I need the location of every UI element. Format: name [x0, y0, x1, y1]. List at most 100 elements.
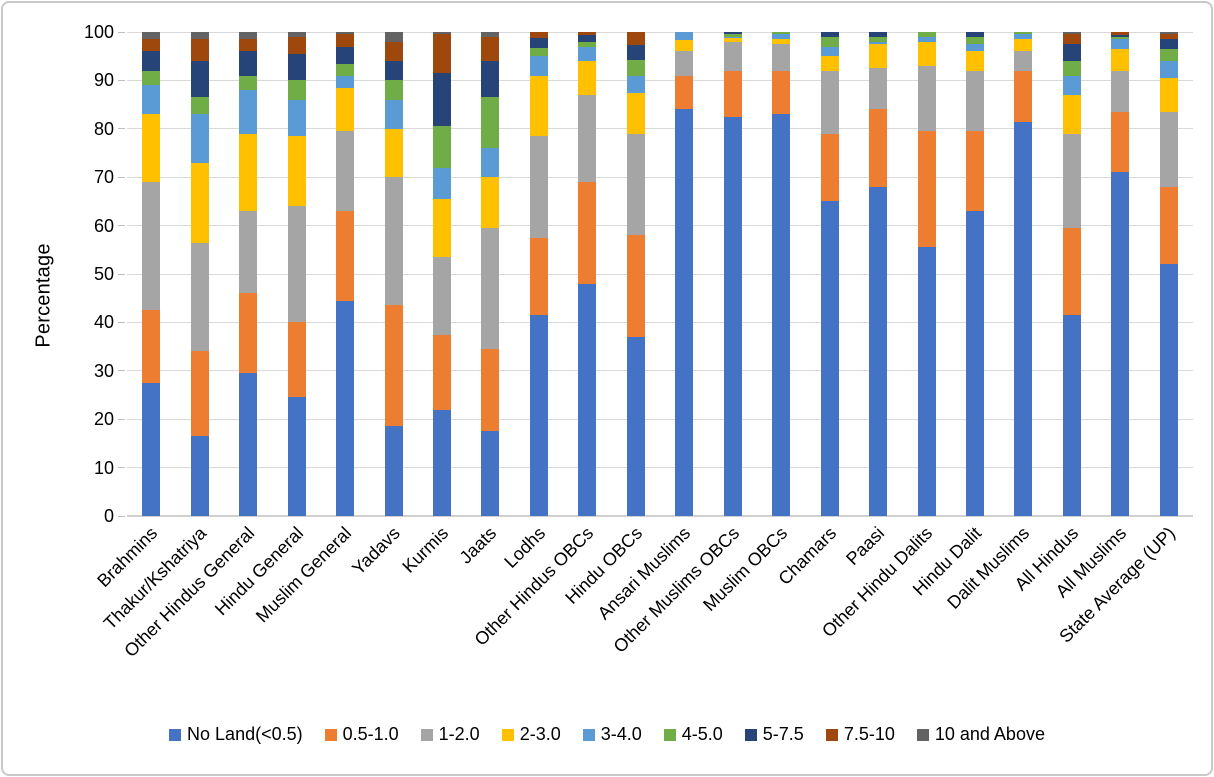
- bar-segment: [384, 177, 403, 306]
- y-tick-mark-80: [118, 128, 125, 130]
- bar-segment: [965, 131, 984, 212]
- bar-segment: [965, 36, 984, 45]
- bar-segment: [336, 131, 355, 212]
- bar-segment: [190, 242, 209, 352]
- bar-muslim-obcs: [772, 32, 791, 516]
- bar-segment: [432, 73, 451, 127]
- bar-segment: [481, 148, 500, 178]
- bar-other-hindu-dalits: [917, 32, 936, 516]
- y-tick-label-40: 40: [93, 312, 114, 333]
- bar-segment: [481, 177, 500, 229]
- bar-segment: [384, 41, 403, 62]
- bar-segment: [1159, 34, 1178, 40]
- bar-segment: [1062, 94, 1081, 134]
- bar-segment: [287, 136, 306, 207]
- y-tick-label-70: 70: [93, 167, 114, 188]
- bar-segment: [481, 431, 500, 516]
- bar-segment: [336, 63, 355, 76]
- legend-swatch-icon: [663, 728, 676, 741]
- bar-segment: [1159, 32, 1178, 35]
- bar-segment: [287, 397, 306, 516]
- y-tick-label-0: 0: [103, 506, 114, 526]
- bar-segment: [239, 211, 258, 294]
- gridline-60: [127, 225, 1193, 227]
- y-tick-mark-50: [118, 273, 125, 275]
- y-tick-label-80: 80: [93, 118, 114, 139]
- bar-segment: [142, 182, 161, 311]
- bar-segment: [1014, 70, 1033, 122]
- bar-segment: [772, 44, 791, 71]
- bar-segment: [529, 136, 548, 238]
- bar-segment: [869, 41, 888, 45]
- bar-jaats: [481, 32, 500, 516]
- bar-segment: [917, 131, 936, 248]
- x-tick-label: Jaats: [455, 523, 501, 568]
- bar-segment: [190, 436, 209, 516]
- bar-segment: [529, 47, 548, 57]
- gridline-90: [127, 79, 1193, 81]
- bar-segment: [287, 53, 306, 81]
- legend-swatch-icon: [420, 728, 433, 741]
- bar-segment: [1159, 264, 1178, 516]
- bar-segment: [965, 70, 984, 132]
- x-tick-label: Yadavs: [347, 523, 404, 579]
- bar-segment: [142, 382, 161, 516]
- bar-segment: [384, 61, 403, 81]
- bar-hindu-obcs: [626, 32, 645, 516]
- bar-segment: [336, 32, 355, 35]
- legend-swatch-icon: [825, 728, 838, 741]
- y-tick-mark-40: [118, 321, 125, 323]
- bar-segment: [626, 92, 645, 134]
- gridline-40: [127, 321, 1193, 323]
- bar-segment: [190, 97, 209, 115]
- bar-segment: [675, 40, 694, 52]
- bar-lodhs: [529, 32, 548, 516]
- bar-segment: [384, 305, 403, 427]
- bar-segment: [578, 46, 597, 62]
- bar-segment: [481, 349, 500, 432]
- bar-segment: [239, 39, 258, 52]
- bar-segment: [239, 373, 258, 516]
- bar-segment: [1111, 172, 1130, 516]
- y-tick-mark-70: [118, 176, 125, 178]
- bar-segment: [481, 97, 500, 149]
- legend-swatch-icon: [501, 728, 514, 741]
- bar-thakur-kshatriya: [190, 32, 209, 516]
- bar-segment: [626, 235, 645, 337]
- bar-segment: [384, 32, 403, 42]
- bar-segment: [481, 61, 500, 98]
- bar-segment: [384, 128, 403, 178]
- bar-segment: [917, 41, 936, 66]
- bar-segment: [1014, 32, 1033, 35]
- bar-segment: [675, 109, 694, 516]
- bar-segment: [384, 99, 403, 129]
- bar-segment: [723, 38, 742, 42]
- bar-segment: [917, 36, 936, 42]
- bar-segment: [723, 34, 742, 37]
- bar-segment: [723, 36, 742, 39]
- bar-segment: [239, 293, 258, 374]
- bar-segment: [675, 75, 694, 110]
- legend-item: 4-5.0: [663, 724, 723, 745]
- bar-segment: [529, 315, 548, 516]
- bar-segment: [820, 46, 839, 57]
- bar-other-hindus-obcs: [578, 32, 597, 516]
- bar-segment: [432, 126, 451, 168]
- legend-swatch-icon: [582, 728, 595, 741]
- bar-segment: [1111, 34, 1130, 37]
- bar-segment: [723, 41, 742, 71]
- legend-item: 3-4.0: [582, 724, 642, 745]
- bar-ansari-muslims: [675, 32, 694, 516]
- bar-segment: [917, 32, 936, 37]
- bar-segment: [239, 32, 258, 40]
- y-tick-mark-30: [118, 370, 125, 372]
- legend-label: 0.5-1.0: [342, 724, 399, 744]
- bar-segment: [287, 80, 306, 100]
- bar-segment: [1062, 44, 1081, 62]
- bar-segment: [578, 94, 597, 183]
- bar-segment: [1062, 75, 1081, 95]
- bar-segment: [287, 206, 306, 323]
- bar-segment: [432, 409, 451, 516]
- y-tick-label-60: 60: [93, 215, 114, 236]
- legend-item: No Land(<0.5): [169, 724, 303, 745]
